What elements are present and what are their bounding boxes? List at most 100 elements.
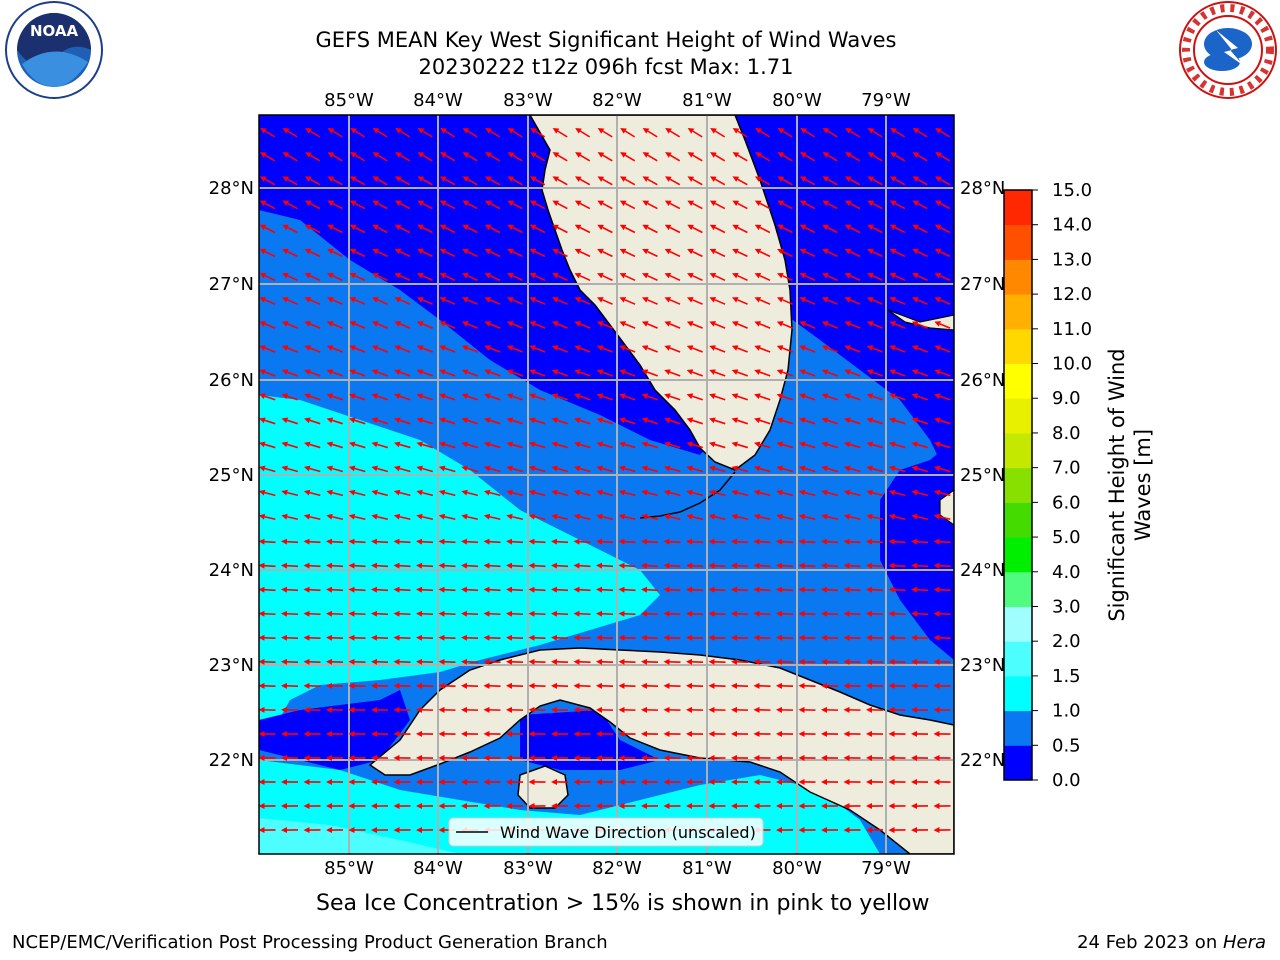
- wind-wave-vector: [686, 441, 703, 449]
- wind-wave-vector: [866, 562, 884, 569]
- colorbar-tick-label: 10.0: [1052, 354, 1092, 375]
- lat-label: 26°N: [960, 370, 1005, 391]
- wind-wave-vector: [867, 176, 883, 186]
- wind-wave-vector: [776, 345, 793, 353]
- wind-wave-vector: [912, 127, 928, 138]
- wind-wave-vector: [551, 513, 569, 521]
- wind-wave-vector: [596, 513, 614, 521]
- wind-wave-vector: [822, 200, 838, 210]
- wind-wave-vector: [799, 297, 816, 305]
- wind-wave-vector: [327, 248, 343, 258]
- colorbar-tick-label: 6.0: [1052, 492, 1081, 513]
- wind-wave-vector: [530, 127, 546, 138]
- wind-wave-vector: [416, 465, 434, 473]
- wind-wave-vector: [641, 369, 658, 377]
- wind-wave-vector: [372, 200, 388, 210]
- wind-wave-vector: [416, 297, 433, 305]
- wind-wave-vector: [326, 538, 344, 545]
- wind-wave-vector: [507, 224, 523, 234]
- wind-wave-vector: [822, 176, 838, 186]
- wind-wave-vector: [485, 127, 501, 138]
- wind-wave-vector: [349, 272, 366, 282]
- wind-wave-vector: [888, 562, 906, 569]
- wind-wave-vector: [665, 127, 681, 138]
- wind-wave-vector: [416, 562, 434, 569]
- wind-wave-vector: [732, 248, 748, 258]
- wind-wave-vector: [438, 586, 456, 593]
- wind-wave-vector: [303, 465, 321, 473]
- wind-wave-vector: [506, 441, 523, 449]
- wind-wave-vector: [754, 224, 771, 234]
- wind-wave-vector: [776, 441, 793, 449]
- wind-wave-vector: [326, 297, 343, 305]
- noaa-logo-text: NOAA: [30, 22, 79, 40]
- wind-wave-vector: [799, 321, 816, 329]
- wind-wave-vector: [393, 465, 411, 473]
- wind-wave-vector: [439, 200, 456, 210]
- wind-wave-vector: [304, 272, 321, 282]
- lon-label: 84°W: [413, 858, 463, 879]
- wind-wave-vector: [551, 465, 569, 473]
- wind-wave-vector: [260, 127, 276, 138]
- wind-wave-vector: [348, 586, 366, 593]
- wind-wave-vector: [934, 417, 951, 425]
- wind-wave-vector: [663, 538, 681, 545]
- wind-wave-vector: [350, 127, 366, 138]
- wind-wave-vector: [371, 297, 388, 305]
- wind-wave-vector: [619, 176, 636, 186]
- wind-wave-vector: [349, 417, 366, 425]
- lat-label: 22°N: [209, 750, 254, 771]
- wind-wave-vector: [394, 345, 411, 353]
- colorbar-swatch: [1004, 224, 1032, 260]
- wind-wave-vector: [597, 272, 613, 282]
- wind-wave-vector: [731, 465, 749, 473]
- wind-wave-vector: [934, 393, 951, 401]
- wind-wave-vector: [484, 248, 501, 258]
- wind-wave-vector: [934, 345, 951, 353]
- colorbar-swatch: [1004, 710, 1032, 746]
- wind-wave-vector: [416, 538, 434, 545]
- wind-wave-vector: [394, 369, 411, 377]
- wind-wave-vector: [731, 321, 748, 329]
- wind-wave-vector: [776, 465, 794, 473]
- wind-wave-vector: [663, 586, 681, 593]
- wind-wave-vector: [911, 369, 928, 377]
- sea-ice-note: Sea Ice Concentration > 15% is shown in …: [316, 891, 930, 916]
- wind-wave-vector: [529, 224, 546, 234]
- wind-wave-vector: [371, 513, 389, 521]
- wind-wave-vector: [394, 417, 411, 425]
- wind-wave-vector: [551, 586, 569, 593]
- colorbar-swatch: [1004, 537, 1032, 573]
- wind-wave-vector: [620, 152, 636, 162]
- wind-wave-vector: [753, 538, 771, 545]
- wind-wave-vector: [439, 248, 456, 258]
- wind-wave-vector: [506, 369, 523, 377]
- wind-wave-vector: [753, 489, 771, 497]
- wind-wave-vector: [642, 224, 658, 234]
- credit-text: NCEP/EMC/Verification Post Processing Pr…: [12, 932, 608, 953]
- wind-wave-vector: [709, 417, 726, 425]
- wind-wave-vector: [867, 152, 883, 162]
- wind-wave-vector: [350, 152, 366, 162]
- wind-wave-vector: [866, 297, 883, 305]
- wind-wave-vector: [393, 441, 411, 449]
- wind-wave-vector: [799, 272, 816, 282]
- wind-wave-vector: [281, 297, 298, 305]
- wind-wave-vector: [844, 200, 861, 210]
- wind-wave-vector: [327, 127, 343, 138]
- colorbar-tick-label: 5.0: [1052, 527, 1081, 548]
- wind-wave-vector: [574, 321, 591, 329]
- wind-wave-vector: [732, 176, 748, 186]
- wind-wave-vector: [777, 152, 793, 162]
- wind-wave-vector: [618, 489, 636, 497]
- wind-wave-vector: [484, 224, 501, 234]
- wind-wave-vector: [371, 489, 389, 497]
- wind-wave-vector: [800, 127, 816, 138]
- wind-wave-vector: [259, 489, 276, 497]
- wind-wave-vector: [281, 538, 299, 545]
- lon-label: 82°W: [592, 858, 642, 879]
- wind-wave-vector: [417, 152, 433, 162]
- colorbar-swatch: [1004, 294, 1032, 330]
- wind-wave-vector: [483, 538, 501, 545]
